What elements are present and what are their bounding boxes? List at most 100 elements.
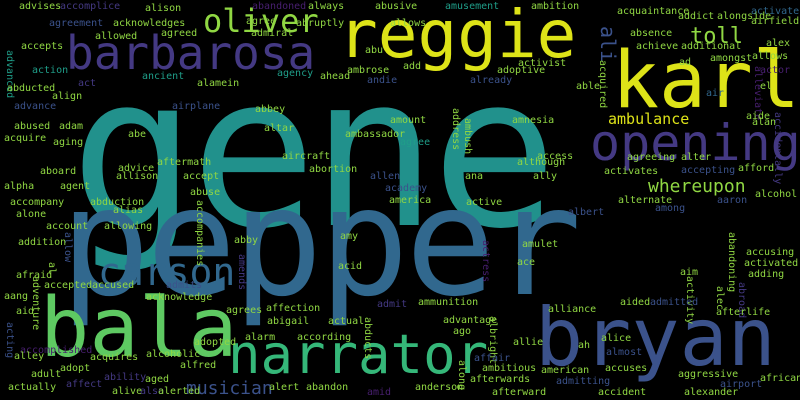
word-amends: amends bbox=[236, 254, 247, 291]
word-allowing: allowing bbox=[104, 221, 153, 232]
word-actor: actor bbox=[760, 65, 791, 76]
word-agree-2: agree bbox=[400, 137, 431, 148]
word-ambrose: ambrose bbox=[347, 65, 390, 76]
word-bala: bala bbox=[40, 281, 238, 376]
word-allows-2: allows bbox=[752, 51, 789, 62]
word-barbarosa: barbarosa bbox=[66, 26, 316, 80]
word-abused: abused bbox=[14, 121, 51, 132]
word-account: account bbox=[46, 221, 89, 232]
word-accepts: accepts bbox=[21, 41, 64, 52]
word-along: along bbox=[456, 360, 467, 391]
word-alfred: alfred bbox=[180, 360, 217, 371]
word-acquaintance: acquaintance bbox=[617, 6, 690, 17]
word-allie: allie bbox=[513, 337, 544, 348]
word-agrees: agrees bbox=[226, 305, 263, 316]
word-alter: alter bbox=[681, 152, 712, 163]
word-alan: alan bbox=[752, 117, 777, 128]
word-andie: andie bbox=[367, 75, 398, 86]
word-aim: aim bbox=[680, 267, 699, 278]
word-accomplice: accomplice bbox=[60, 1, 121, 12]
word-al: al bbox=[46, 262, 57, 275]
word-ahead: ahead bbox=[320, 71, 351, 82]
word-gene: gene bbox=[70, 30, 558, 275]
word-achieve: achieve bbox=[636, 41, 679, 52]
word-allen: allen bbox=[370, 171, 401, 182]
word-afraid: afraid bbox=[16, 270, 53, 281]
word-admitted: admitted bbox=[650, 297, 699, 308]
word-adoptive: adoptive bbox=[497, 65, 546, 76]
word-musician: musician bbox=[186, 378, 273, 399]
word-admitting: admitting bbox=[556, 376, 611, 387]
word-agreement: agreement bbox=[49, 18, 104, 29]
word-able: able bbox=[576, 81, 601, 92]
word-agreeing: agreeing bbox=[627, 152, 676, 163]
word-oliver: oliver bbox=[203, 2, 319, 40]
word-whereupon: whereupon bbox=[648, 176, 746, 197]
word-accused: accused bbox=[92, 280, 135, 291]
word-abroad: abroad bbox=[736, 282, 747, 319]
word-airplane: airplane bbox=[172, 101, 221, 112]
word-addition: addition bbox=[18, 237, 67, 248]
word-actual: actual bbox=[328, 316, 365, 327]
word-afterlife: afterlife bbox=[716, 307, 771, 318]
word-alarm: alarm bbox=[245, 332, 276, 343]
word-activist: activist bbox=[518, 58, 567, 69]
word-already: already bbox=[470, 75, 513, 86]
word-reggie: reggie bbox=[338, 0, 577, 73]
word-admit: admit bbox=[377, 299, 408, 310]
word-aircraft: aircraft bbox=[282, 151, 331, 162]
word-abe: abe bbox=[128, 129, 147, 140]
word-ambush: ambush bbox=[462, 118, 473, 155]
word-advises: advises bbox=[19, 1, 62, 12]
word-amount: amount bbox=[390, 115, 427, 126]
word-alive: alive bbox=[112, 386, 143, 397]
word-accompanies: accompanies bbox=[194, 200, 205, 267]
word-advantage: advantage bbox=[443, 315, 498, 326]
word-action: action bbox=[32, 65, 69, 76]
word-aged: aged bbox=[145, 374, 170, 385]
word-acknowledges: acknowledges bbox=[113, 18, 186, 29]
word-amusement: amusement bbox=[445, 1, 500, 12]
word-abortion: abortion bbox=[309, 164, 358, 175]
word-acknowledge: acknowledge bbox=[146, 292, 213, 303]
word-accuses: accuses bbox=[605, 363, 648, 374]
word-alpha: alpha bbox=[4, 181, 35, 192]
word-airport: airport bbox=[720, 379, 763, 390]
word-admiral: admiral bbox=[251, 28, 294, 39]
word-allison: allison bbox=[116, 171, 159, 182]
word-adam: adam bbox=[59, 121, 84, 132]
word-alec: alec bbox=[714, 286, 725, 311]
word-actually: actually bbox=[8, 382, 57, 393]
word-ah: ah bbox=[578, 340, 591, 351]
word-agreed: agreed bbox=[161, 28, 198, 39]
word-among: among bbox=[655, 203, 686, 214]
word-although: although bbox=[517, 157, 566, 168]
word-alliance: alliance bbox=[548, 304, 597, 315]
word-karl: karl bbox=[612, 36, 800, 126]
word-aggressive: aggressive bbox=[678, 369, 739, 380]
word-amid: amid bbox=[367, 387, 392, 398]
word-aided: aided bbox=[620, 297, 651, 308]
word-abby: abby bbox=[234, 235, 259, 246]
word-adult: adult bbox=[31, 369, 62, 380]
word-abu: abu bbox=[365, 45, 384, 56]
word-toll: toll bbox=[690, 24, 743, 49]
word-carson: carson bbox=[98, 250, 236, 294]
word-agency: agency bbox=[277, 68, 314, 79]
word-actress: actress bbox=[480, 240, 491, 283]
word-acquire: acquire bbox=[4, 133, 47, 144]
word-abruptly: abruptly bbox=[296, 18, 345, 29]
word-accompany: accompany bbox=[10, 197, 65, 208]
word-advance: advance bbox=[14, 101, 57, 112]
word-pepper: pepper bbox=[60, 156, 582, 330]
word-accident: accident bbox=[598, 387, 647, 398]
word-aging: aging bbox=[53, 137, 84, 148]
word-always: always bbox=[308, 1, 345, 12]
word-access: access bbox=[537, 151, 574, 162]
word-almost: almost bbox=[606, 347, 643, 358]
word-adding: adding bbox=[748, 269, 785, 280]
word-alcoholic: alcoholic bbox=[146, 349, 201, 360]
word-accidentally: accidentally bbox=[772, 112, 783, 185]
word-ad: ad bbox=[679, 57, 692, 68]
word-alert: alert bbox=[269, 382, 300, 393]
